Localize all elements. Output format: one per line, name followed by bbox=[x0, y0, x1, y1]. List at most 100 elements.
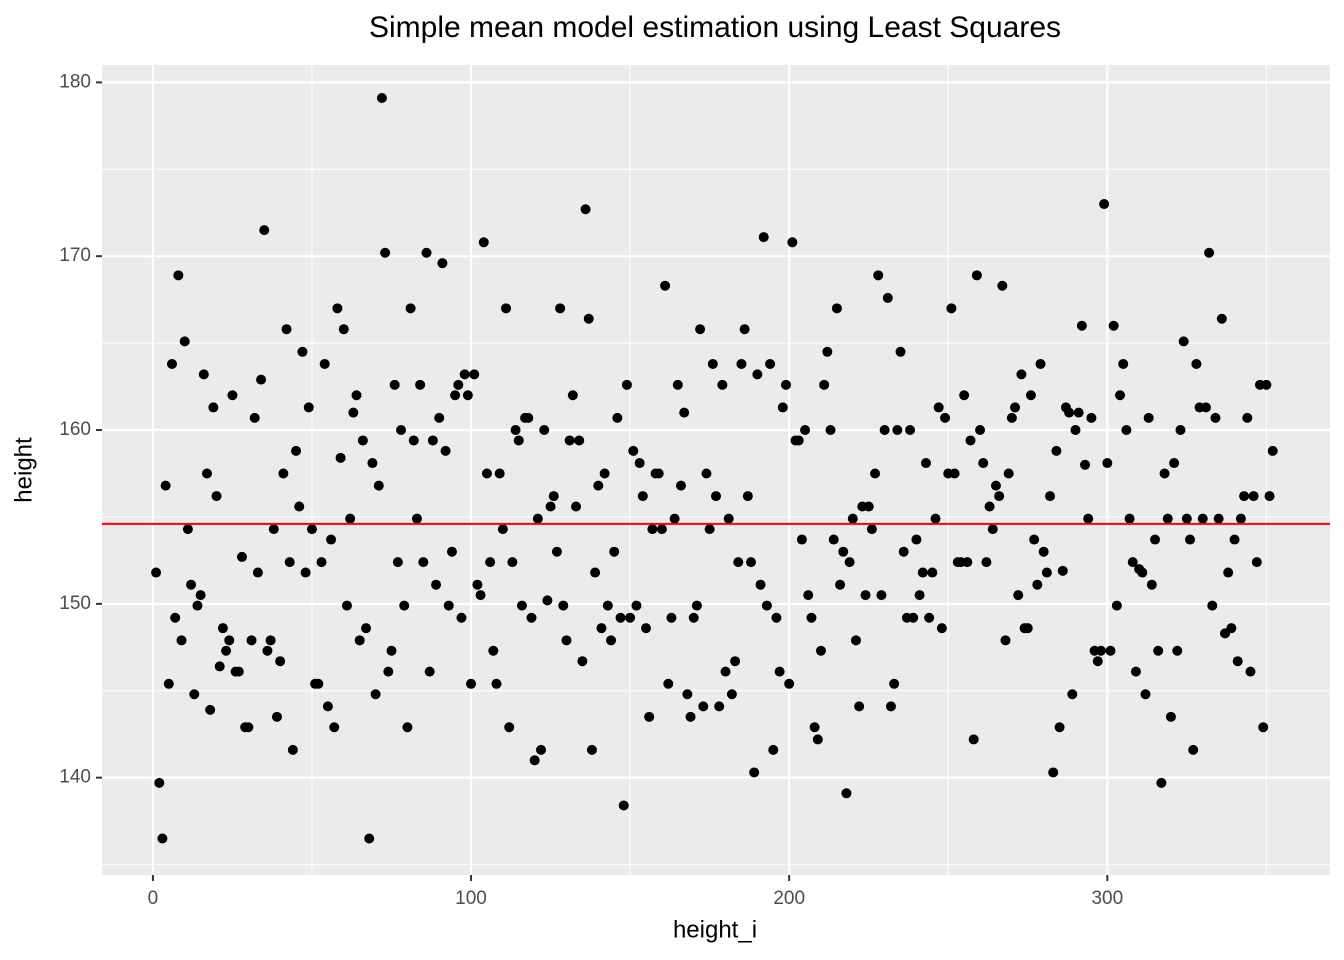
point bbox=[408, 435, 419, 446]
point bbox=[758, 232, 769, 243]
point bbox=[978, 458, 989, 469]
point bbox=[1092, 656, 1103, 667]
point bbox=[345, 513, 356, 524]
point bbox=[663, 678, 674, 689]
point bbox=[971, 270, 982, 281]
point bbox=[205, 704, 216, 715]
point bbox=[268, 524, 279, 535]
point bbox=[784, 678, 795, 689]
point bbox=[440, 445, 451, 456]
point bbox=[233, 666, 244, 677]
point bbox=[1086, 412, 1097, 423]
point bbox=[628, 445, 639, 456]
point bbox=[1105, 645, 1116, 656]
point bbox=[905, 425, 916, 436]
point bbox=[1153, 645, 1164, 656]
point bbox=[844, 557, 855, 568]
point bbox=[427, 435, 438, 446]
point bbox=[1146, 579, 1157, 590]
point bbox=[357, 435, 368, 446]
point bbox=[793, 435, 804, 446]
point bbox=[437, 258, 448, 269]
point bbox=[532, 513, 543, 524]
point bbox=[924, 612, 935, 623]
point bbox=[949, 468, 960, 479]
point bbox=[466, 678, 477, 689]
point bbox=[1121, 425, 1132, 436]
point bbox=[182, 524, 193, 535]
point bbox=[551, 546, 562, 557]
point bbox=[940, 412, 951, 423]
chart-title: Simple mean model estimation using Least… bbox=[369, 11, 1061, 44]
point bbox=[882, 292, 893, 303]
point bbox=[825, 425, 836, 436]
point bbox=[736, 358, 747, 369]
point bbox=[962, 557, 973, 568]
point bbox=[252, 567, 263, 578]
point bbox=[217, 623, 228, 634]
point bbox=[151, 567, 162, 578]
point bbox=[214, 661, 225, 672]
point bbox=[504, 722, 515, 733]
point bbox=[396, 425, 407, 436]
point bbox=[895, 346, 906, 357]
point bbox=[892, 425, 903, 436]
point bbox=[297, 346, 308, 357]
point bbox=[389, 379, 400, 390]
point bbox=[1016, 369, 1027, 380]
point bbox=[990, 480, 1001, 491]
point bbox=[676, 480, 687, 491]
point bbox=[968, 734, 979, 745]
point bbox=[602, 600, 613, 611]
point bbox=[424, 666, 435, 677]
point bbox=[335, 452, 346, 463]
point bbox=[745, 557, 756, 568]
point bbox=[1127, 557, 1138, 568]
point bbox=[625, 612, 636, 623]
y-tick-label: 170 bbox=[59, 245, 91, 266]
point bbox=[698, 701, 709, 712]
point bbox=[364, 833, 375, 844]
point bbox=[192, 600, 203, 611]
point bbox=[462, 390, 473, 401]
point bbox=[443, 600, 454, 611]
point bbox=[1175, 425, 1186, 436]
point bbox=[618, 800, 629, 811]
point bbox=[1073, 407, 1084, 418]
point bbox=[1165, 711, 1176, 722]
point bbox=[739, 324, 750, 335]
point bbox=[1239, 491, 1250, 502]
point bbox=[189, 689, 200, 700]
point bbox=[822, 346, 833, 357]
point bbox=[1185, 534, 1196, 545]
point bbox=[889, 678, 900, 689]
point bbox=[606, 635, 617, 646]
point bbox=[787, 237, 798, 248]
point bbox=[485, 557, 496, 568]
point bbox=[516, 600, 527, 611]
point bbox=[742, 491, 753, 502]
point bbox=[933, 402, 944, 413]
point bbox=[469, 369, 480, 380]
point bbox=[641, 623, 652, 634]
point bbox=[752, 369, 763, 380]
point bbox=[1029, 534, 1040, 545]
point bbox=[647, 524, 658, 535]
point bbox=[1150, 534, 1161, 545]
point bbox=[838, 546, 849, 557]
point bbox=[637, 491, 648, 502]
point bbox=[688, 612, 699, 623]
x-axis-title: height_i bbox=[673, 916, 757, 943]
point bbox=[863, 501, 874, 512]
point bbox=[186, 579, 197, 590]
point bbox=[831, 303, 842, 314]
point bbox=[870, 468, 881, 479]
point bbox=[478, 237, 489, 248]
point bbox=[612, 412, 623, 423]
point bbox=[243, 722, 254, 733]
point bbox=[1000, 635, 1011, 646]
point bbox=[1022, 623, 1033, 634]
point bbox=[166, 358, 177, 369]
point bbox=[730, 656, 741, 667]
point bbox=[561, 635, 572, 646]
